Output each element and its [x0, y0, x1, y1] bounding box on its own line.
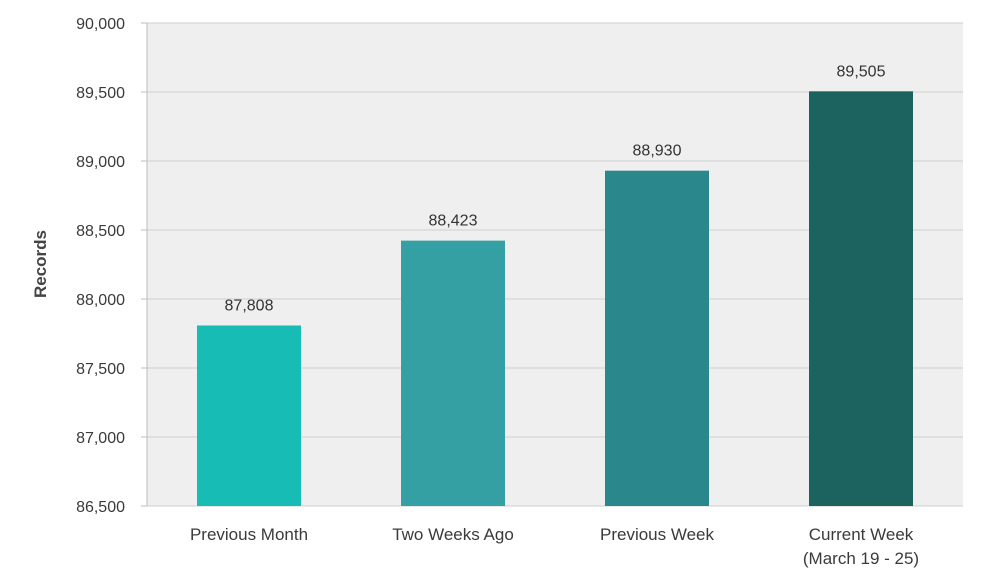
y-tick-label: 89,500: [76, 85, 125, 102]
y-tick-label: 87,000: [76, 430, 125, 447]
data-label: 87,808: [225, 297, 274, 314]
y-tick-label: 86,500: [76, 499, 125, 516]
x-tick-label: Previous Month: [190, 525, 308, 544]
data-label: 89,505: [837, 63, 886, 80]
bar: [809, 91, 913, 506]
y-axis-ticks: 86,500 87,000 87,500 88,000 88,500 89,000 89,5…: [76, 16, 125, 516]
data-label: 88,930: [633, 143, 682, 160]
bars: [197, 91, 913, 506]
bar: [401, 240, 505, 506]
x-axis-labels: Previous Month Two Weeks Ago Previous Week…: [190, 525, 919, 568]
x-tick-label: Previous Week: [600, 525, 715, 544]
y-tick-label: 88,500: [76, 223, 125, 240]
bar: [197, 325, 301, 506]
y-tick-label: 89,000: [76, 154, 125, 171]
bar: [605, 170, 709, 506]
y-tick-label: 88,000: [76, 292, 125, 309]
y-axis-title: Records: [31, 230, 50, 298]
data-labels: 87,808 88,423 88,930 89,505: [225, 63, 886, 314]
y-tick-label: 90,000: [76, 16, 125, 33]
x-tick-label: Two Weeks Ago: [392, 525, 514, 544]
data-label: 88,423: [429, 213, 478, 230]
x-tick-label: Current Week (March 19 - 25): [803, 525, 919, 568]
y-tick-label: 87,500: [76, 361, 125, 378]
